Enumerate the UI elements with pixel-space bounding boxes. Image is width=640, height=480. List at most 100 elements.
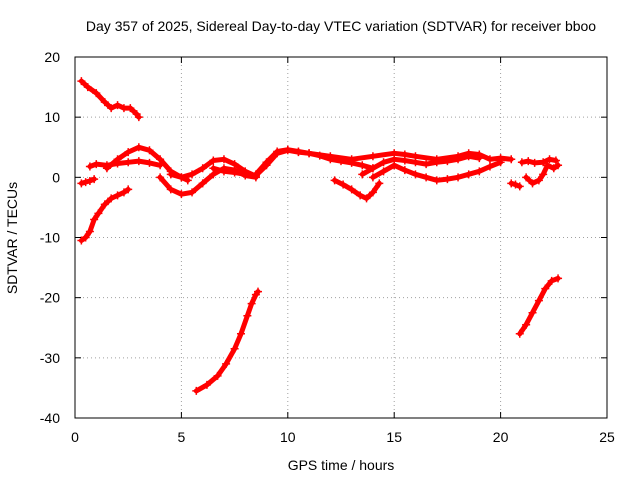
data-point: [515, 329, 524, 338]
data-point: [192, 386, 201, 395]
data-point: [202, 380, 211, 389]
data-point: [379, 158, 388, 167]
y-tick-label: -20: [40, 290, 60, 306]
series-arc-low-right: [368, 158, 505, 185]
data-point: [464, 152, 473, 161]
y-tick-label: -10: [40, 230, 60, 246]
data-point: [530, 158, 539, 167]
data-point: [94, 209, 103, 218]
series-trace: [78, 186, 131, 243]
data-point: [156, 173, 165, 182]
data-point: [85, 162, 94, 171]
data-point: [77, 236, 86, 245]
data-point: [102, 161, 111, 170]
data-point: [554, 161, 563, 170]
axis-ticks: 0 5 10 15 20 25 -40 -30 -20 -10 0 10 20: [40, 49, 615, 445]
data-point: [464, 170, 473, 179]
data-point: [92, 89, 101, 98]
y-tick-label: 20: [44, 49, 60, 65]
data-point: [134, 143, 143, 152]
series-arc-top-decline: [77, 77, 143, 122]
data-point: [511, 180, 520, 189]
data-point: [188, 188, 197, 197]
data-point: [400, 156, 409, 165]
data-point: [443, 175, 452, 184]
data-point: [113, 101, 122, 110]
data-point: [362, 194, 371, 203]
data-point: [230, 160, 239, 169]
series-trace: [193, 289, 261, 394]
x-tick-label: 0: [71, 429, 79, 445]
data-point: [507, 155, 516, 164]
data-point: [166, 185, 175, 194]
data-point: [77, 179, 86, 188]
series-arc-low-2h: [85, 157, 165, 171]
data-point: [177, 173, 186, 182]
data-point: [92, 160, 101, 169]
data-point: [209, 164, 218, 173]
data-point: [528, 179, 537, 188]
data-point: [241, 170, 250, 179]
data-point: [100, 200, 109, 209]
data-point: [77, 77, 86, 86]
data-point: [356, 191, 365, 200]
data-point: [145, 158, 154, 167]
data-point: [124, 185, 133, 194]
data-point: [534, 176, 543, 185]
y-tick-label: -30: [40, 350, 60, 366]
x-tick-label: 10: [280, 429, 296, 445]
data-point: [475, 167, 484, 176]
data-point: [339, 180, 348, 189]
data-point: [209, 156, 218, 165]
data-point: [166, 170, 175, 179]
data-point: [156, 161, 165, 170]
data-point: [81, 178, 90, 187]
data-point: [347, 155, 356, 164]
data-point: [124, 148, 133, 157]
data-point: [545, 155, 554, 164]
data-point: [126, 104, 135, 113]
x-tick-label: 25: [599, 429, 615, 445]
data-point: [485, 162, 494, 171]
data-point: [522, 320, 531, 329]
data-point: [90, 215, 99, 224]
data-point: [213, 371, 222, 380]
data-point: [222, 359, 231, 368]
data-point: [247, 299, 256, 308]
series-arc-upper-right: [358, 152, 484, 179]
data-point: [177, 190, 186, 199]
data-point: [254, 287, 263, 296]
y-axis-label: SDTVAR / TECUs: [4, 182, 20, 294]
data-point: [107, 194, 116, 203]
data-point: [379, 167, 388, 176]
data-point: [83, 83, 92, 92]
data-point: [100, 98, 109, 107]
data-point: [81, 233, 90, 242]
data-point: [124, 158, 133, 167]
data-point: [283, 145, 292, 154]
data-point: [262, 158, 271, 167]
y-tick-label: 0: [52, 169, 60, 185]
chart-title: Day 357 of 2025, Sidereal Day-to-day VTE…: [86, 18, 596, 34]
data-point: [107, 104, 116, 113]
x-tick-label: 15: [386, 429, 402, 445]
data-point: [273, 147, 282, 156]
data-point: [219, 155, 228, 164]
data-point: [251, 170, 260, 179]
data-point: [230, 344, 239, 353]
data-point: [294, 147, 303, 156]
data-point: [454, 173, 463, 182]
data-point: [368, 164, 377, 173]
y-tick-label: 10: [44, 109, 60, 125]
data-point: [198, 179, 207, 188]
series-arc-steep-rise-mid: [192, 287, 263, 395]
data-point: [432, 176, 441, 185]
data-point: [443, 157, 452, 166]
data-point: [411, 170, 420, 179]
data-series: [77, 77, 563, 395]
data-point: [368, 173, 377, 182]
series-arc-short-20h: [507, 179, 524, 191]
data-point: [541, 284, 550, 293]
